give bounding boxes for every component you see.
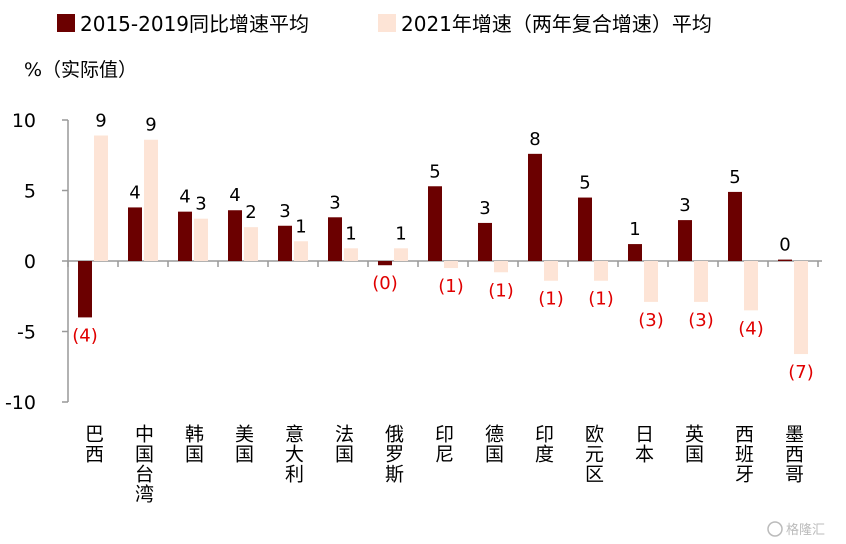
- bar-series-2: [494, 261, 508, 273]
- legend-label-series-2: 2021年增速（两年复合增速）平均: [401, 12, 712, 36]
- legend: 2015-2019同比增速平均 2021年增速（两年复合增速）平均: [57, 12, 712, 36]
- data-label-series-1: 8: [529, 129, 540, 150]
- category-label: 韩国: [182, 424, 204, 464]
- category-label: 德国: [482, 424, 504, 464]
- data-label-series-2: (7): [788, 362, 814, 383]
- bar-series-2: [544, 261, 558, 281]
- data-label-series-1: 4: [179, 187, 190, 208]
- category-label: 欧元区: [582, 424, 604, 484]
- category-label: 巴西: [82, 424, 104, 464]
- data-label-series-2: (3): [688, 310, 714, 331]
- bar-series-1: [528, 153, 542, 261]
- bar-series-2: [294, 241, 308, 261]
- bar-series-1: [578, 197, 592, 261]
- data-label-series-1: 3: [279, 201, 290, 222]
- y-tick-label: -10: [5, 392, 36, 414]
- data-label-series-1: 3: [679, 195, 690, 216]
- bar-series-1: [778, 259, 792, 261]
- data-label-series-1: (0): [372, 273, 398, 294]
- bar-series-2: [594, 261, 608, 281]
- bar-series-2: [94, 135, 108, 261]
- data-label-series-1: 3: [329, 192, 340, 213]
- category-label: 日本: [632, 424, 654, 464]
- bar-series-1: [328, 217, 342, 261]
- bar-series-2: [244, 227, 258, 261]
- data-label-series-2: (1): [488, 280, 514, 301]
- watermark-logo: 格隆汇: [767, 521, 825, 538]
- category-label: 印度: [532, 424, 554, 464]
- data-label-series-2: 1: [345, 223, 356, 244]
- bar-series-1: [728, 191, 742, 261]
- bar-series-1: [278, 225, 292, 261]
- data-label-series-2: 3: [195, 194, 206, 215]
- category-label: 俄罗斯: [382, 424, 404, 484]
- data-label-series-1: (4): [72, 325, 98, 346]
- data-label-series-1: 3: [479, 198, 490, 219]
- bar-series-1: [128, 207, 142, 261]
- bar-series-2: [144, 139, 158, 261]
- data-label-series-1: 1: [629, 219, 640, 240]
- category-label: 法国: [332, 424, 354, 464]
- data-label-series-2: 2: [245, 202, 256, 223]
- bar-series-2: [744, 261, 758, 311]
- bar-series-2: [444, 261, 458, 269]
- category-labels: 巴西 中国台湾 韩国 美国 意大利 法国 俄罗斯 印尼 德国 印度 欧元区 日本 英国 西班牙 墨西哥: [82, 424, 804, 504]
- category-label: 墨西哥: [782, 424, 804, 484]
- y-tick-label: 10: [12, 110, 36, 132]
- data-label-series-2: 1: [395, 223, 406, 244]
- data-label-series-1: 4: [229, 185, 240, 206]
- bar-series-1: [228, 210, 242, 261]
- data-label-series-1: 4: [129, 182, 140, 203]
- y-tick-label: -5: [17, 322, 36, 344]
- bars: [78, 135, 808, 355]
- data-label-series-2: 1: [295, 216, 306, 237]
- category-label: 中国台湾: [132, 424, 154, 504]
- bar-series-2: [794, 261, 808, 355]
- legend-label-series-1: 2015-2019同比增速平均: [80, 12, 309, 36]
- watermark-text: 格隆汇: [786, 522, 825, 538]
- bar-series-2: [194, 218, 208, 261]
- category-label: 英国: [682, 424, 704, 464]
- data-label-series-1: 5: [729, 167, 740, 188]
- data-label-series-2: (4): [738, 318, 764, 339]
- data-label-series-2: 9: [145, 115, 156, 136]
- legend-swatch-series-1: [57, 14, 75, 32]
- bar-series-1: [628, 244, 642, 261]
- data-label-series-2: (1): [588, 289, 614, 310]
- data-label-series-2: (1): [438, 276, 464, 297]
- data-label-series-2: (1): [538, 289, 564, 310]
- bar-series-1: [678, 220, 692, 261]
- y-tick-label: 0: [24, 251, 36, 273]
- data-label-series-1: 5: [429, 161, 440, 182]
- data-label-series-2: 9: [95, 111, 106, 132]
- bar-series-2: [394, 248, 408, 261]
- bar-series-2: [344, 248, 358, 261]
- watermark-icon: [767, 521, 783, 537]
- data-label-series-1: 5: [579, 173, 590, 194]
- bar-series-2: [644, 261, 658, 302]
- bar-series-1: [178, 211, 192, 261]
- bar-series-1: [378, 261, 392, 266]
- y-tick-label: 5: [24, 181, 36, 203]
- bar-series-1: [78, 261, 92, 318]
- category-label: 西班牙: [732, 424, 754, 484]
- bar-series-1: [428, 186, 442, 261]
- bar-series-2: [694, 261, 708, 302]
- legend-swatch-series-2: [378, 14, 396, 32]
- unit-label: %（实际值）: [24, 59, 137, 81]
- data-label-series-2: (3): [638, 310, 664, 331]
- category-label: 美国: [232, 424, 254, 464]
- category-label: 意大利: [282, 424, 304, 484]
- bar-series-1: [478, 222, 492, 261]
- data-label-series-1: 0: [779, 235, 790, 256]
- category-label: 印尼: [432, 424, 454, 464]
